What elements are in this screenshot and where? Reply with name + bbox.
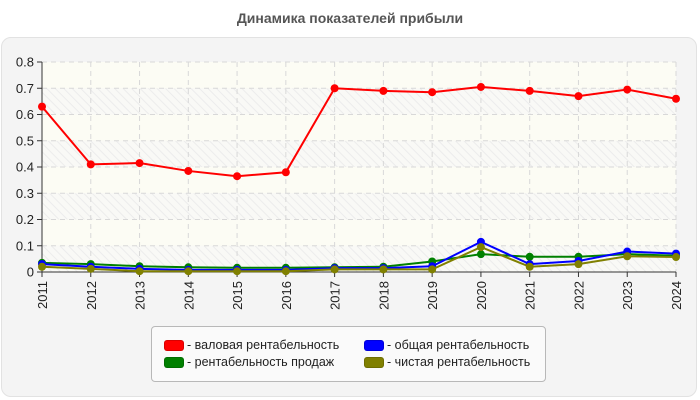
chart-title: Динамика показателей прибыли <box>236 10 464 26</box>
x-tick-label: 2018 <box>376 281 391 310</box>
data-point[interactable] <box>525 262 534 271</box>
series-line <box>41 240 677 271</box>
data-point[interactable] <box>623 252 632 261</box>
y-tick-label: 0.6 <box>16 107 34 122</box>
series-line <box>41 245 677 273</box>
data-point[interactable] <box>379 86 388 95</box>
grid-lines <box>42 61 677 272</box>
data-point[interactable] <box>476 250 485 259</box>
data-point[interactable] <box>476 82 485 91</box>
series-line <box>41 85 677 178</box>
data-point[interactable] <box>233 267 242 276</box>
legend-item-net: - чистая рентабельность <box>364 354 530 370</box>
data-series <box>38 82 680 276</box>
data-point[interactable] <box>135 159 144 168</box>
x-tick-label: 2020 <box>474 281 489 310</box>
y-tick-label: 0.1 <box>16 238 34 253</box>
legend-swatch-red <box>164 339 184 351</box>
data-point[interactable] <box>330 265 339 274</box>
data-point[interactable] <box>525 86 534 95</box>
x-tick-label: 2012 <box>84 281 99 310</box>
legend-item-gross: - валовая рентабельность <box>164 337 339 353</box>
y-tick-label: 0.5 <box>16 133 34 148</box>
series-line <box>41 253 677 269</box>
data-point[interactable] <box>281 168 290 177</box>
x-tick-label: 2017 <box>328 281 343 310</box>
x-tick-label: 2016 <box>279 281 294 310</box>
data-point[interactable] <box>86 160 95 169</box>
data-point[interactable] <box>86 264 95 273</box>
x-tick-label: 2019 <box>425 281 440 310</box>
plot-background <box>42 62 676 272</box>
data-point[interactable] <box>672 94 680 103</box>
legend-swatch-green <box>164 356 184 368</box>
y-tick-label: 0.8 <box>16 55 34 70</box>
x-tick-label: 2024 <box>669 281 684 310</box>
x-tick-label: 2015 <box>230 281 245 310</box>
axes: 0 0.1 0.2 0.3 0.4 0.5 0.6 0.7 0.8 2011 2012 2013 201… <box>16 55 684 310</box>
legend-item-sales: - рентабельность продаж <box>164 354 334 370</box>
data-point[interactable] <box>623 85 632 94</box>
data-point[interactable] <box>476 243 485 252</box>
legend-swatch-blue <box>364 339 384 351</box>
y-tick-label: 0.2 <box>16 212 34 227</box>
data-point[interactable] <box>38 102 46 111</box>
y-tick-label: 0.4 <box>16 160 34 175</box>
data-point[interactable] <box>574 260 583 269</box>
data-point[interactable] <box>330 84 339 93</box>
x-tick-label: 2022 <box>571 281 586 310</box>
legend: - валовая рентабельность - общая рентабе… <box>151 326 546 382</box>
data-point[interactable] <box>184 166 193 175</box>
y-tick-label: 0.3 <box>16 186 34 201</box>
data-point[interactable] <box>135 267 144 276</box>
legend-item-overall: - общая рентабельность <box>364 337 529 353</box>
y-tick-label: 0 <box>27 265 34 280</box>
data-point[interactable] <box>574 92 583 101</box>
data-point[interactable] <box>525 252 534 261</box>
data-point[interactable] <box>428 265 437 274</box>
data-point[interactable] <box>38 262 46 271</box>
y-tick-label: 0.7 <box>16 81 34 96</box>
x-tick-label: 2014 <box>181 281 196 310</box>
x-tick-label: 2023 <box>620 281 635 310</box>
x-tick-label: 2011 <box>35 281 50 309</box>
data-point[interactable] <box>428 88 437 97</box>
data-point[interactable] <box>281 267 290 276</box>
x-tick-label: 2021 <box>523 281 538 310</box>
data-point[interactable] <box>672 253 680 262</box>
data-point[interactable] <box>379 265 388 274</box>
data-point[interactable] <box>233 172 242 181</box>
data-point[interactable] <box>184 267 193 276</box>
legend-swatch-olive <box>364 356 384 368</box>
x-tick-label: 2013 <box>133 281 148 310</box>
